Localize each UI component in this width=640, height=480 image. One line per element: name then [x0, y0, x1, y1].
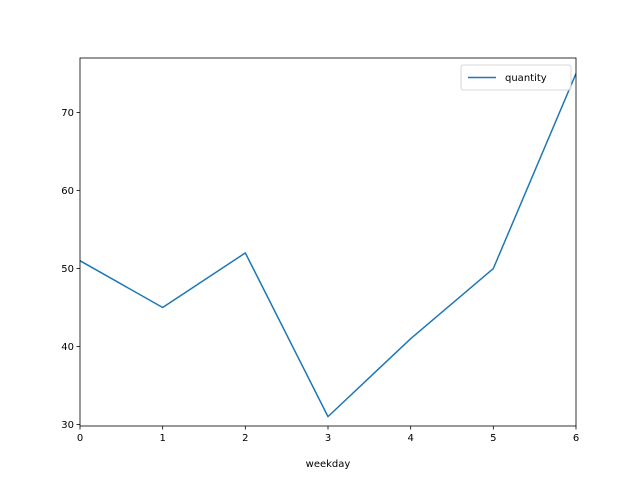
x-tick-label: 5	[490, 433, 496, 444]
x-tick-label: 4	[407, 433, 413, 444]
series-line-quantity	[80, 73, 576, 418]
x-axis-label: weekday	[306, 459, 351, 470]
y-tick-label: 30	[61, 420, 74, 431]
x-tick-label: 1	[159, 433, 165, 444]
x-tick-label: 3	[325, 433, 331, 444]
y-tick-label: 60	[61, 186, 74, 197]
y-tick-label: 70	[61, 108, 74, 119]
x-tick-label: 0	[77, 433, 83, 444]
x-tick-label: 2	[242, 433, 248, 444]
legend-box	[460, 64, 572, 91]
y-tick-label: 40	[61, 342, 74, 353]
x-tick-label: 6	[573, 433, 579, 444]
legend-label: quantity	[505, 73, 547, 84]
y-tick-label: 50	[61, 264, 74, 275]
plot-area: 0 1 2 3 4 5 6 30 40 50 60 70 quantity	[61, 57, 579, 444]
